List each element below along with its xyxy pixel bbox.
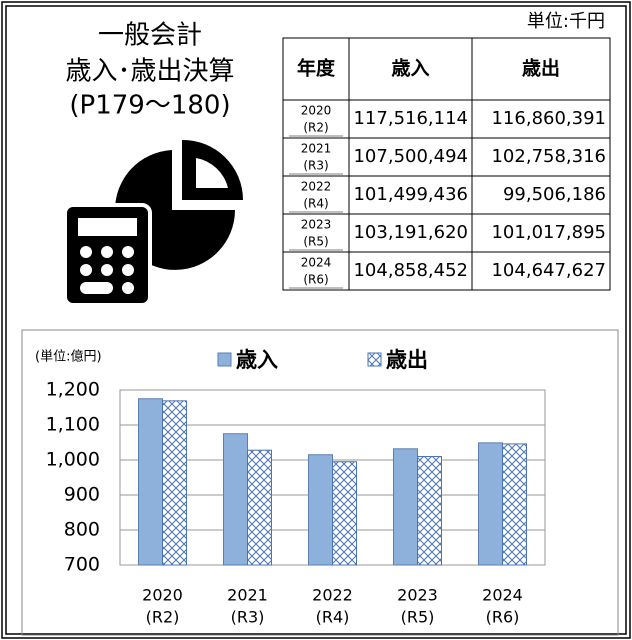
legend-swatch — [217, 352, 232, 367]
bar — [162, 400, 187, 566]
y-tick-label: 1,000 — [46, 449, 100, 471]
title-line: (P179～180) — [69, 91, 230, 121]
table-year: 2021 — [301, 142, 332, 156]
table-year: 2023 — [301, 218, 332, 232]
unit-label: 単位:千円 — [527, 11, 605, 32]
table-cell: 103,191,620 — [353, 222, 468, 243]
x-tick-label: 2020 — [142, 586, 183, 605]
x-tick-label: (R6) — [486, 608, 520, 627]
title-line: 歳入･歳出決算 — [65, 57, 234, 87]
table-era: (R6) — [303, 273, 328, 287]
chart-unit: (単位:億円) — [35, 349, 102, 365]
table-header: 年度 — [297, 57, 336, 80]
x-tick-label: (R2) — [146, 608, 180, 627]
bar — [393, 448, 418, 566]
inner-border — [5, 5, 627, 635]
table-cell: 101,017,895 — [491, 222, 606, 243]
x-tick-label: 2022 — [312, 586, 353, 605]
x-tick-label: 2023 — [397, 586, 438, 605]
legend-label: 歳入 — [236, 348, 278, 372]
x-tick-label: (R3) — [231, 608, 265, 627]
table-era: (R2) — [303, 121, 328, 135]
table-era: (R5) — [303, 235, 328, 249]
bar — [332, 461, 357, 566]
table-header: 歳入 — [391, 58, 429, 80]
legend-label: 歳出 — [386, 348, 428, 372]
title-line: 一般会計 — [98, 21, 202, 51]
y-tick-label: 1,100 — [46, 414, 100, 436]
icon — [63, 139, 243, 307]
bar — [308, 454, 333, 566]
table-cell: 117,516,114 — [353, 108, 468, 129]
bar — [223, 433, 248, 566]
bar — [478, 442, 503, 566]
bar — [247, 449, 272, 566]
y-tick-label: 900 — [64, 484, 100, 506]
bar — [417, 456, 442, 566]
table-header: 歳出 — [522, 57, 560, 80]
table-cell: 99,506,186 — [503, 184, 606, 205]
table-cell: 107,500,494 — [353, 146, 468, 167]
table-cell: 116,860,391 — [491, 108, 606, 129]
x-tick-label: (R5) — [401, 608, 435, 627]
y-tick-label: 700 — [64, 554, 100, 576]
bar — [138, 398, 163, 566]
x-tick-label: (R4) — [316, 608, 350, 627]
table-cell: 102,758,316 — [491, 146, 606, 167]
table-era: (R3) — [303, 159, 328, 173]
table-cell: 104,647,627 — [491, 260, 606, 281]
table-era: (R4) — [303, 197, 328, 211]
table-cell: 104,858,452 — [353, 260, 468, 281]
table-year: 2020 — [301, 104, 332, 118]
x-tick-label: 2021 — [227, 586, 268, 605]
bar — [502, 443, 527, 566]
table-cell: 101,499,436 — [353, 184, 468, 205]
x-tick-label: 2024 — [482, 586, 523, 605]
legend-swatch — [367, 352, 382, 367]
chart-frame — [21, 329, 619, 636]
table-year: 2022 — [301, 180, 332, 194]
y-tick-label: 800 — [64, 519, 100, 541]
table-year: 2024 — [301, 256, 332, 270]
y-tick-label: 1,200 — [46, 379, 100, 401]
